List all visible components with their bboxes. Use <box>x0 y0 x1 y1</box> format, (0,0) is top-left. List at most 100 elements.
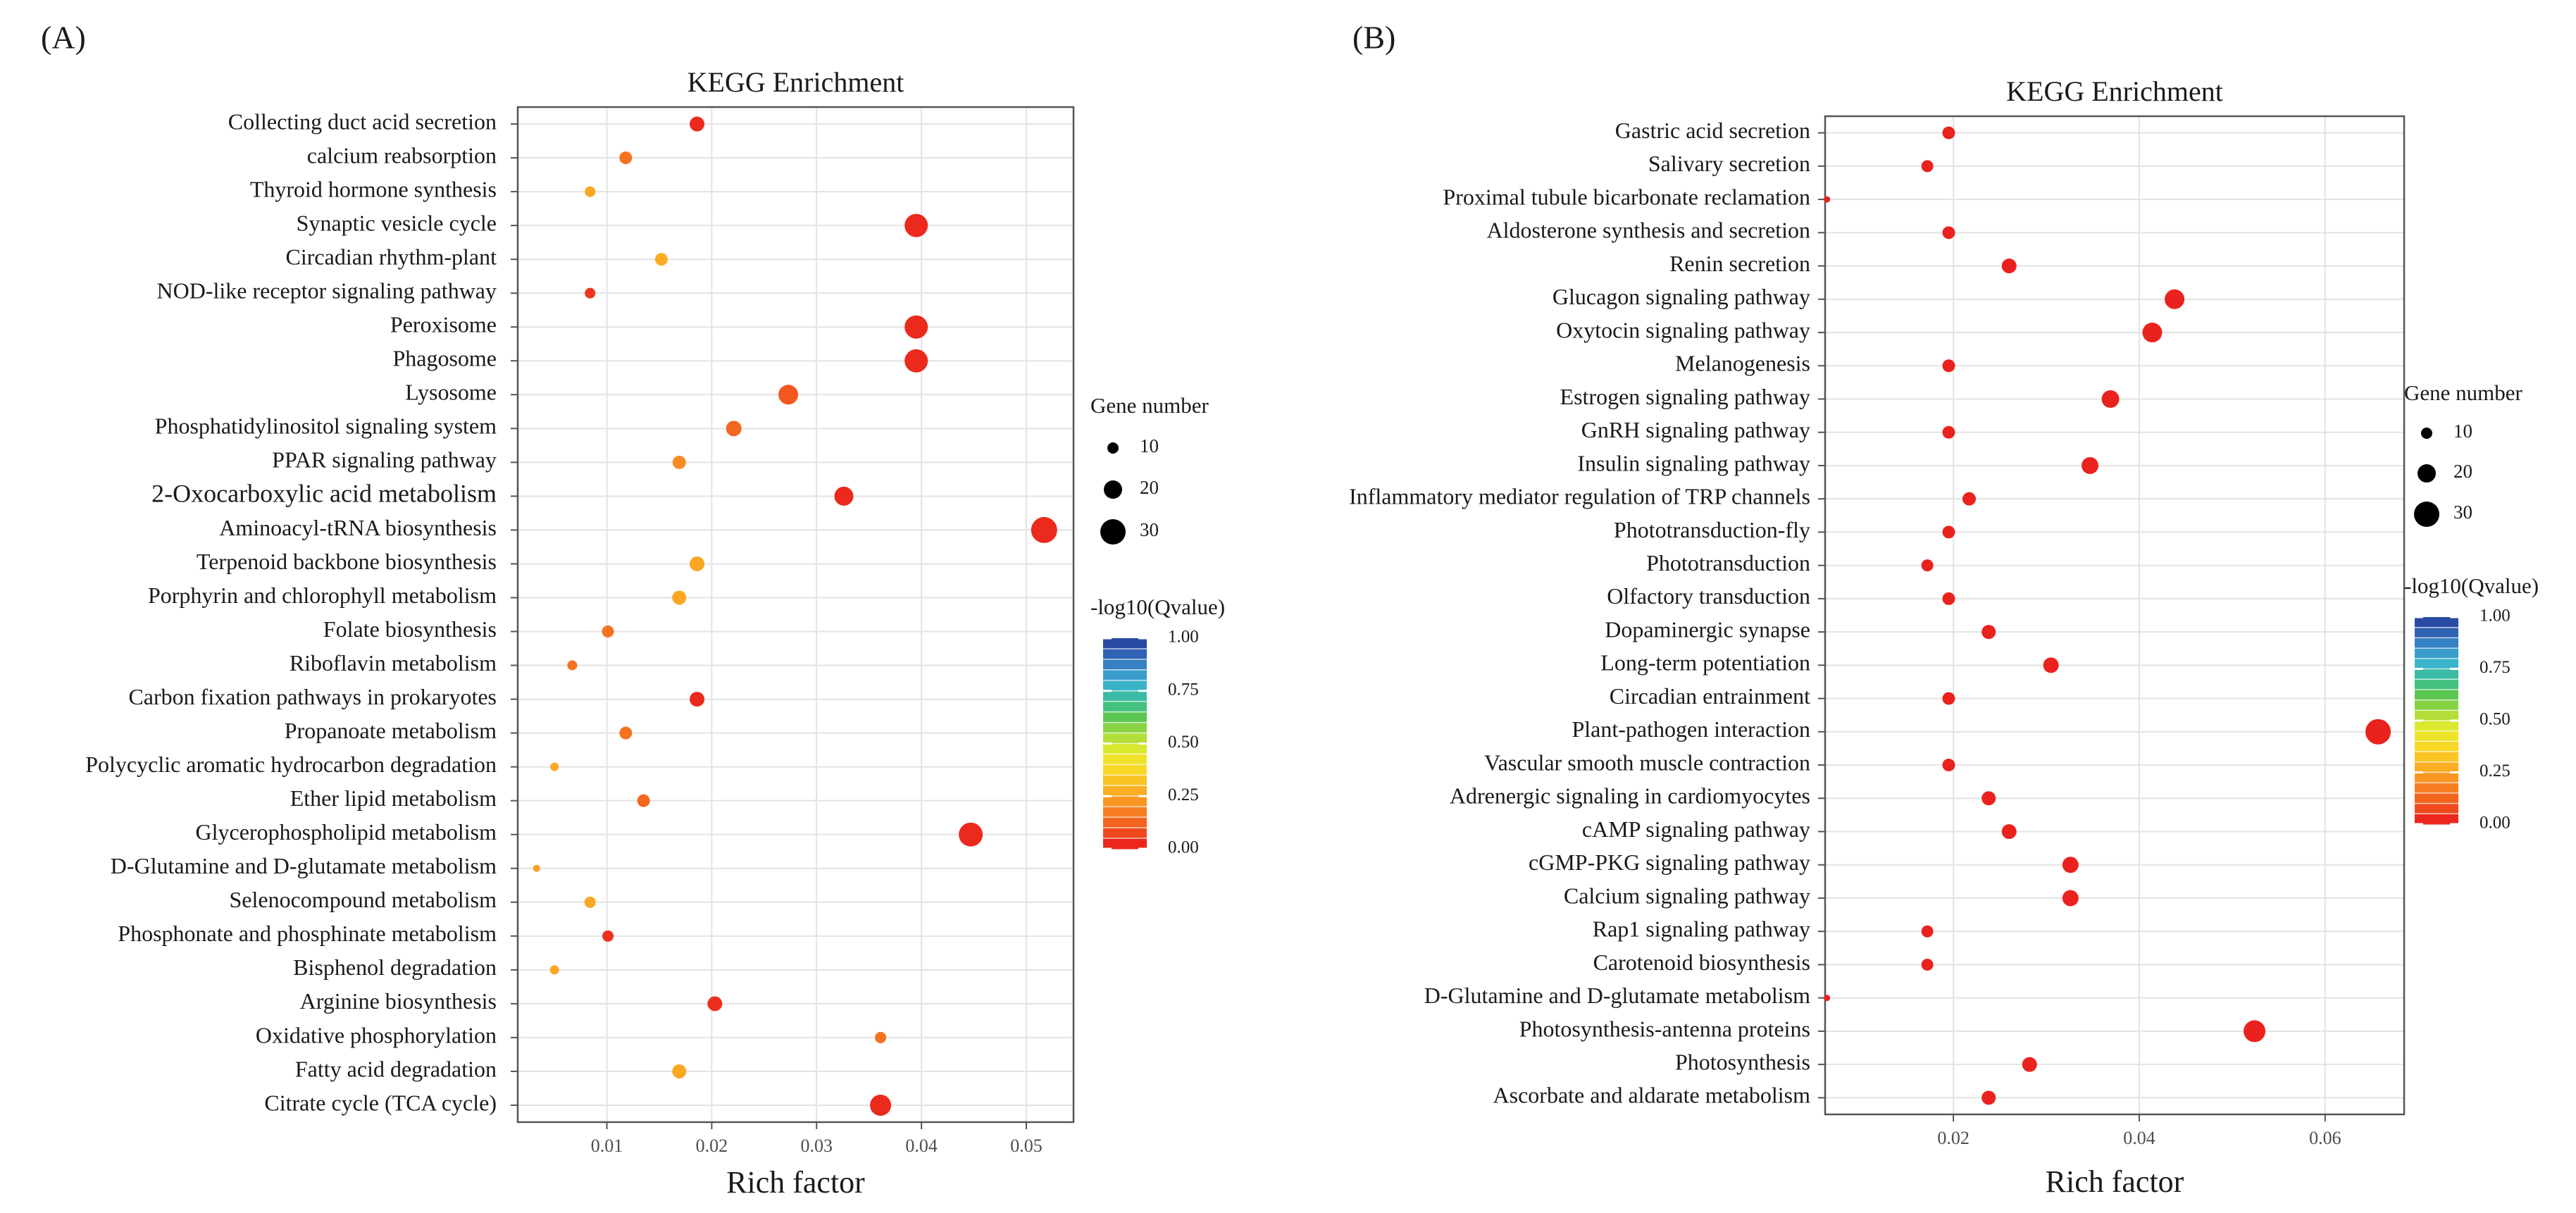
colorbar-segment <box>1103 733 1147 744</box>
y-tick-label: Propanoate metabolism <box>285 718 497 743</box>
y-tick-label: Phagosome <box>392 346 497 371</box>
data-point <box>567 660 578 671</box>
y-tick-label: cGMP-PKG signaling pathway <box>1529 850 1810 875</box>
y-tick-label: D-Glutamine and D-glutamate metabolism <box>1424 983 1810 1008</box>
y-tick-label: Olfactory transduction <box>1607 583 1810 609</box>
y-tick-label: Aldosterone synthesis and secretion <box>1487 218 1810 243</box>
colorbar-segment <box>1103 775 1147 786</box>
colorbar-segment <box>1103 711 1147 723</box>
data-point <box>2043 657 2059 673</box>
size-legend-dot <box>1104 480 1122 499</box>
colorbar-segment <box>1103 796 1147 807</box>
y-tick-label: NOD-like receptor signaling pathway <box>156 278 497 304</box>
y-tick-label: Gastric acid secretion <box>1615 118 1810 143</box>
x-tick-label: 0.05 <box>1010 1136 1043 1156</box>
size-legend-dot <box>2421 428 2432 439</box>
y-tick-label: Phosphatidylinositol signaling system <box>155 413 497 439</box>
colorbar-label: 0.00 <box>1168 838 1199 857</box>
colorbar-segment <box>2415 792 2458 804</box>
y-tick-label: Synaptic vesicle cycle <box>297 210 497 235</box>
colorbar-segment <box>1103 638 1147 649</box>
y-tick-label: calcium reabsorption <box>307 142 497 168</box>
y-tick-label: Ether lipid metabolism <box>290 785 497 811</box>
colorbar-segment <box>2415 761 2458 773</box>
data-point <box>778 385 799 405</box>
data-point <box>619 151 633 165</box>
y-tick-label: Estrogen signaling pathway <box>1560 384 1810 409</box>
color-legend-title: -log10(Qvalue) <box>2404 573 2539 598</box>
y-tick-label: Citrate cycle (TCA cycle) <box>264 1090 497 1115</box>
size-legend-dot <box>2414 502 2439 527</box>
colorbar-segment <box>2415 730 2458 742</box>
data-point <box>550 762 559 771</box>
colorbar-segment <box>1103 701 1147 713</box>
colorbar-segment <box>1103 669 1147 681</box>
colorbar-segment <box>2415 721 2458 732</box>
y-tick-label: Fatty acid degradation <box>295 1056 497 1081</box>
colorbar-segment <box>2415 648 2458 659</box>
data-point <box>1921 958 1934 971</box>
y-tick-label: 2-Oxocarboxylic acid metabolism <box>151 480 497 508</box>
y-tick-label: Phosphonate and phosphinate metabolism <box>118 921 497 946</box>
y-tick-label: Photosynthesis-antenna proteins <box>1519 1016 1810 1041</box>
colorbar-segment <box>1103 648 1147 660</box>
colorbar-segment <box>1103 743 1147 754</box>
panel-label: (B) <box>1352 20 1395 56</box>
y-tick-label: Melanogenesis <box>1675 351 1810 376</box>
colorbar-label: 0.25 <box>1168 785 1199 804</box>
y-tick-label: Aminoacyl-tRNA biosynthesis <box>219 515 497 540</box>
data-point <box>1824 995 1831 1002</box>
data-point <box>1962 492 1977 506</box>
data-point <box>1824 196 1831 203</box>
data-point <box>690 116 705 132</box>
y-tick-label: Long-term potentiation <box>1600 650 1810 676</box>
colorbar-label: 0.75 <box>2479 658 2510 677</box>
size-legend-dot <box>2418 464 2436 483</box>
colorbar-segment <box>1103 680 1147 692</box>
colorbar-segment <box>2415 814 2458 825</box>
data-point <box>904 349 928 373</box>
data-point <box>2101 390 2120 408</box>
panel-label: (A) <box>41 20 86 56</box>
y-tick-label: Photosynthesis <box>1675 1049 1810 1074</box>
data-point <box>637 794 650 807</box>
colorbar-segment <box>1103 785 1147 797</box>
y-tick-label: PPAR signaling pathway <box>272 447 497 473</box>
y-tick-label: Carbon fixation pathways in prokaryotes <box>128 684 497 709</box>
colorbar-segment <box>2415 627 2458 638</box>
colorbar-segment <box>2415 679 2458 690</box>
y-tick-label: cAMP signaling pathway <box>1582 816 1810 842</box>
y-tick-label: Thyroid hormone synthesis <box>250 176 497 201</box>
size-legend-label: 30 <box>2453 502 2472 523</box>
data-point <box>585 287 596 299</box>
x-tick-label: 0.01 <box>591 1136 623 1156</box>
colorbar-segment <box>2415 741 2458 752</box>
size-legend-label: 20 <box>2453 461 2472 482</box>
size-legend-label: 30 <box>1140 519 1159 540</box>
data-point <box>1981 625 1996 640</box>
data-point <box>690 556 705 571</box>
data-point <box>2082 456 2099 474</box>
data-point <box>1942 126 1955 139</box>
colorbar-segment <box>1103 807 1147 818</box>
data-point <box>1942 525 1955 539</box>
y-tick-label: Calcium signaling pathway <box>1564 883 1810 908</box>
colorbar-segment <box>1103 828 1147 839</box>
data-point <box>1921 925 1934 938</box>
x-tick-label: 0.04 <box>2123 1128 2155 1148</box>
data-point <box>1942 692 1955 705</box>
chart-panel-a: (A) KEGG Enrichment Collecting duct acid s… <box>41 20 1225 1200</box>
plot-border <box>1824 115 2406 1116</box>
y-tick-label: Bisphenol degradation <box>293 954 497 980</box>
colorbar-segment <box>1103 764 1147 776</box>
size-legend-dot <box>1107 442 1119 454</box>
colorbar-label: 0.75 <box>1168 680 1199 699</box>
y-tick-label: Vascular smooth muscle contraction <box>1484 749 1810 775</box>
data-point <box>1942 359 1955 373</box>
color-legend-title: -log10(Qvalue) <box>1090 595 1225 619</box>
y-tick-label: Rap1 signaling pathway <box>1593 916 1810 942</box>
data-point <box>584 896 596 908</box>
data-point <box>2062 890 2079 907</box>
size-legend-title: Gene number <box>2404 380 2523 405</box>
